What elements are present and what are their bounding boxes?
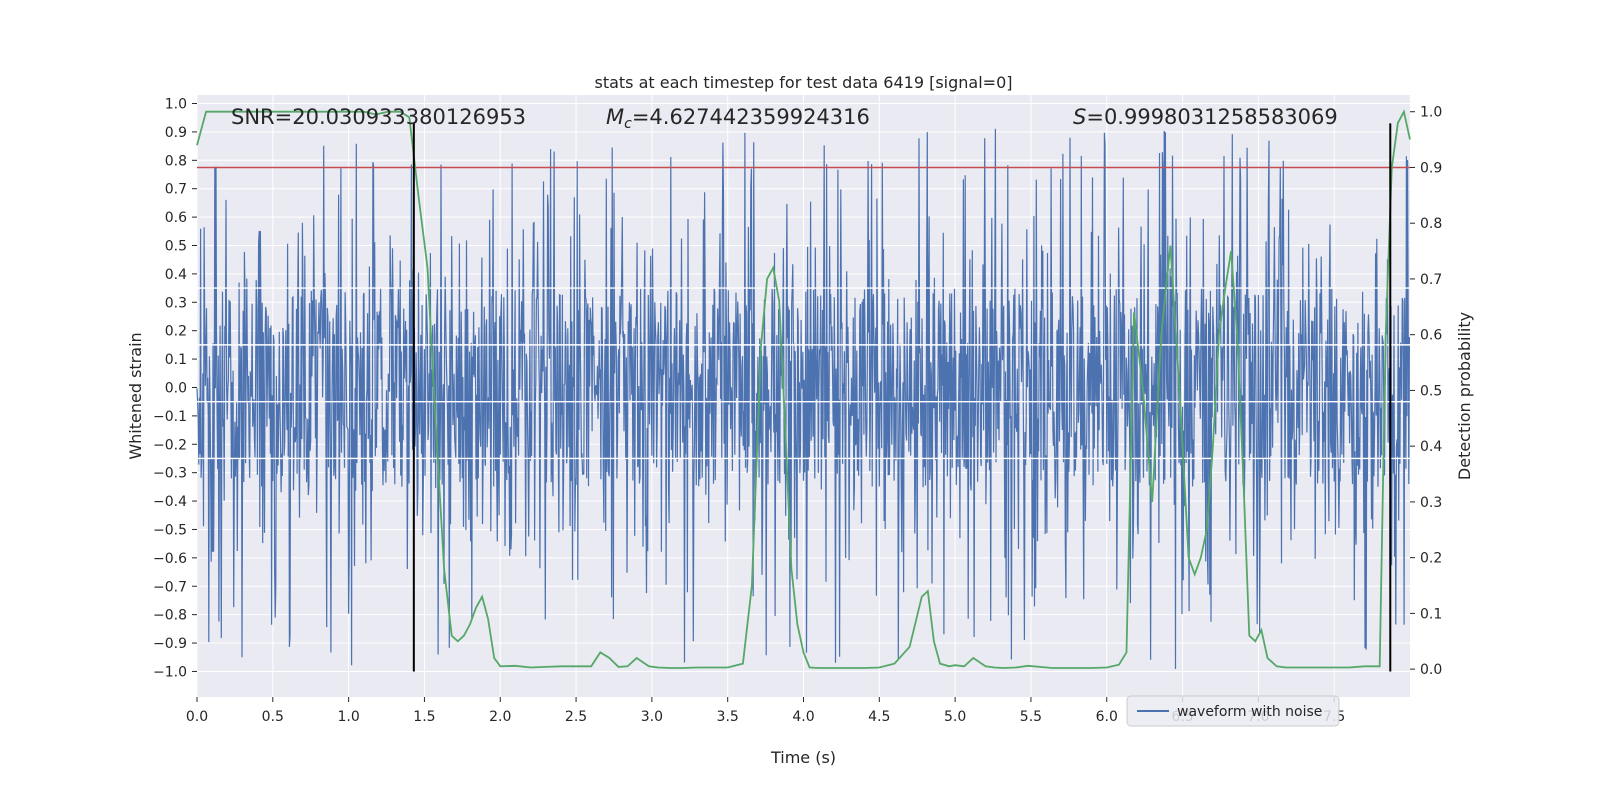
legend: waveform with noise bbox=[1126, 695, 1340, 727]
series-detection-probability bbox=[196, 109, 1411, 669]
y-axis-label-right: Detection probability bbox=[1455, 312, 1474, 480]
annotation-snr: SNR=20.030933380126953 bbox=[231, 105, 526, 129]
y-tick-label: −0.2 bbox=[153, 437, 187, 453]
y-tick-label: −0.8 bbox=[153, 608, 187, 624]
y-tick-label: 0.4 bbox=[165, 267, 187, 283]
series-line-detection-probability bbox=[196, 109, 1411, 669]
y-tick-label: −0.5 bbox=[153, 522, 187, 538]
y-tick-label: 0.3 bbox=[165, 295, 187, 311]
annotation-s-value: =0.9998031258583069 bbox=[1086, 105, 1337, 129]
y-right-tick-label: 0.1 bbox=[1420, 606, 1442, 622]
x-tick-label: 1.0 bbox=[337, 709, 359, 725]
y-right-tick-label: 0.9 bbox=[1420, 160, 1442, 176]
x-tick-label: 0.5 bbox=[262, 709, 284, 725]
x-tick-label: 3.0 bbox=[641, 709, 663, 725]
y-right-tick-label: 0.0 bbox=[1420, 662, 1442, 678]
x-tick-label: 4.0 bbox=[792, 709, 814, 725]
x-tick-label: 5.0 bbox=[944, 709, 966, 725]
x-tick-label: 5.5 bbox=[1020, 709, 1042, 725]
y-tick-label: 0.8 bbox=[165, 153, 187, 169]
annotation-chirp-mass-value: =4.627442359924316 bbox=[632, 105, 870, 129]
x-tick-label: 0.0 bbox=[186, 709, 208, 725]
x-tick-label: 3.5 bbox=[717, 709, 739, 725]
x-tick-label: 4.5 bbox=[868, 709, 890, 725]
legend-box bbox=[1126, 695, 1340, 727]
y-tick-label: 0.0 bbox=[165, 380, 187, 396]
legend-label-waveform: waveform with noise bbox=[1177, 704, 1322, 720]
y-tick-label: 0.5 bbox=[165, 239, 187, 255]
vertical-markers bbox=[412, 123, 1392, 672]
y-tick-label: −0.3 bbox=[153, 466, 187, 482]
y-tick-label: 0.7 bbox=[165, 182, 187, 198]
x-axis-label: Time (s) bbox=[770, 748, 836, 767]
annotation-chirp-mass: Mc=4.627442359924316 bbox=[606, 105, 870, 132]
y-tick-label: 0.6 bbox=[165, 210, 187, 226]
x-tick-label: 2.5 bbox=[565, 709, 587, 725]
y-tick-label: 0.2 bbox=[165, 324, 187, 340]
y-tick-label: −0.9 bbox=[153, 636, 187, 652]
y-right-tick-label: 0.3 bbox=[1420, 495, 1442, 511]
x-tick-label: 2.0 bbox=[489, 709, 511, 725]
axes: 0.00.51.01.52.02.53.03.54.04.55.05.56.06… bbox=[153, 97, 1442, 725]
x-tick-label: 6.0 bbox=[1096, 709, 1118, 725]
annotation-s-symbol: S bbox=[1073, 105, 1086, 129]
y-tick-label: 0.1 bbox=[165, 352, 187, 368]
annotation-s: S=0.9998031258583069 bbox=[1073, 105, 1338, 129]
annotation-chirp-mass-symbol: M bbox=[606, 105, 624, 129]
y-right-tick-label: 0.2 bbox=[1420, 551, 1442, 567]
y-right-tick-label: 0.7 bbox=[1420, 272, 1442, 288]
y-right-tick-label: 0.4 bbox=[1420, 439, 1442, 455]
y-right-tick-label: 0.5 bbox=[1420, 383, 1442, 399]
y-tick-label: −1.0 bbox=[153, 664, 187, 680]
y-axis-label: Whitened strain bbox=[126, 332, 145, 459]
y-tick-label: −0.7 bbox=[153, 579, 187, 595]
chart-title: stats at each timestep for test data 641… bbox=[594, 73, 1012, 92]
y-tick-label: −0.1 bbox=[153, 409, 187, 425]
y-tick-label: −0.4 bbox=[153, 494, 187, 510]
y-right-tick-label: 1.0 bbox=[1420, 105, 1442, 121]
y-tick-label: 0.9 bbox=[165, 125, 187, 141]
y-right-tick-label: 0.6 bbox=[1420, 328, 1442, 344]
annotation-chirp-mass-subscript: c bbox=[624, 116, 632, 132]
y-tick-label: 1.0 bbox=[165, 97, 187, 113]
y-tick-label: −0.6 bbox=[153, 551, 187, 567]
x-tick-label: 1.5 bbox=[413, 709, 435, 725]
y-right-tick-label: 0.8 bbox=[1420, 216, 1442, 232]
